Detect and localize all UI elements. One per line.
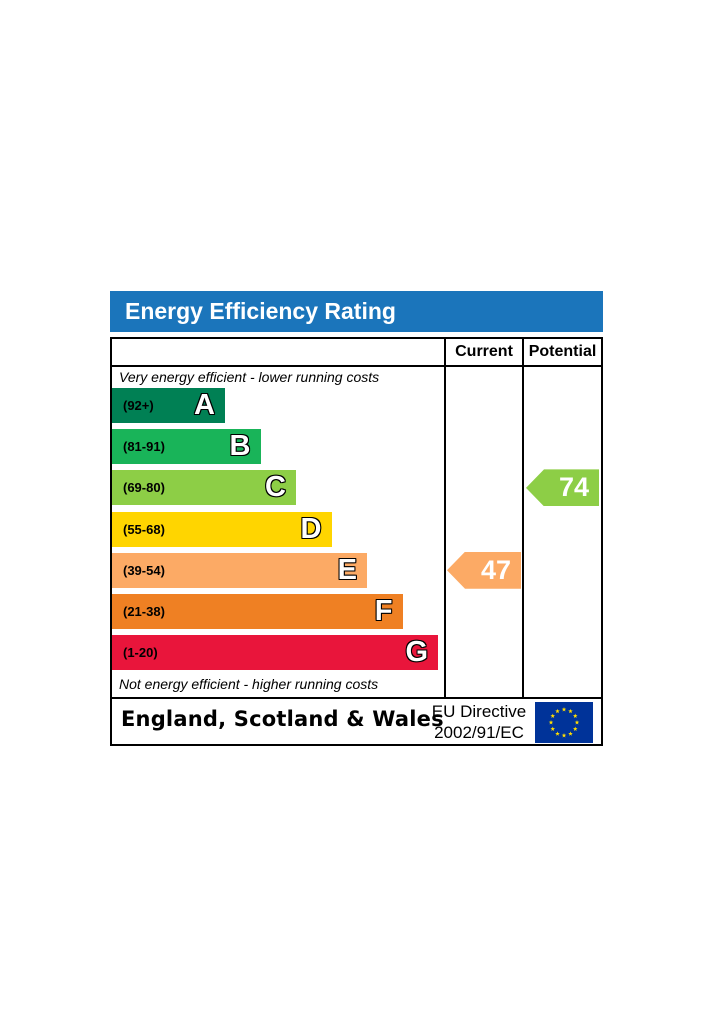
eu-star-icon xyxy=(550,726,556,731)
potential-rating-arrow-value: 74 xyxy=(558,472,589,503)
current-column-header: Current xyxy=(455,343,513,360)
potential-rating-arrow: 74 xyxy=(526,469,599,507)
eu-star-icon xyxy=(561,733,567,738)
bottom-note: Not energy efficient - higher running co… xyxy=(119,676,379,692)
band-g: (1-20) G xyxy=(112,635,438,671)
potential-column-header: Potential xyxy=(528,343,597,360)
footer-divider xyxy=(110,697,603,699)
eu-star-icon xyxy=(568,731,573,736)
band-letter: G xyxy=(405,636,428,669)
eu-star-icon xyxy=(555,708,560,714)
band-e: (39-54) E xyxy=(112,552,367,588)
band-range-label: (81-91) xyxy=(123,439,165,455)
band-letter: C xyxy=(265,471,286,504)
eu-star-icon xyxy=(555,731,560,736)
band-letter: D xyxy=(300,512,322,545)
eu-directive-line2: 2002/91/EC xyxy=(434,723,524,742)
region-label: England, Scotland & Wales xyxy=(121,707,444,731)
band-letter: F xyxy=(374,595,393,627)
eu-directive-line1: EU Directive xyxy=(431,702,527,721)
eu-star-icon xyxy=(572,726,578,731)
eu-star-icon xyxy=(572,713,578,718)
current-rating-arrow-value: 47 xyxy=(480,554,511,585)
band-letter: B xyxy=(229,430,251,463)
rating-frame xyxy=(110,337,603,746)
band-d: (55-68) D xyxy=(112,511,332,547)
band-range-label: (1-20) xyxy=(123,645,158,661)
band-c: (69-80) C xyxy=(112,470,296,506)
band-range-label: (39-54) xyxy=(123,562,165,578)
eu-flag-icon xyxy=(535,702,593,743)
band-range-label: (21-38) xyxy=(123,604,165,619)
potential-column-divider xyxy=(522,337,524,699)
band-f: (21-38) F xyxy=(112,594,403,629)
eu-star-icon xyxy=(568,708,573,714)
band-range-label: (55-68) xyxy=(123,521,165,537)
band-range-label: (92+) xyxy=(123,398,154,413)
eu-directive: EU Directive 2002/91/EC xyxy=(426,701,532,743)
chart-title: Energy Efficiency Rating xyxy=(110,291,603,332)
top-note: Very energy efficient - lower running co… xyxy=(119,369,380,385)
header-divider xyxy=(110,365,603,367)
eu-star-icon xyxy=(550,713,556,718)
eu-star-icon xyxy=(561,707,567,712)
current-rating-arrow: 47 xyxy=(447,551,521,589)
eu-star-icon xyxy=(548,720,554,725)
eu-star-icon xyxy=(574,720,580,725)
band-letter: A xyxy=(194,389,215,421)
current-column-divider xyxy=(444,337,446,699)
band-a: (92+) A xyxy=(112,388,225,423)
band-b: (81-91) B xyxy=(112,429,261,465)
band-range-label: (69-80) xyxy=(123,480,165,496)
band-letter: E xyxy=(337,553,357,586)
